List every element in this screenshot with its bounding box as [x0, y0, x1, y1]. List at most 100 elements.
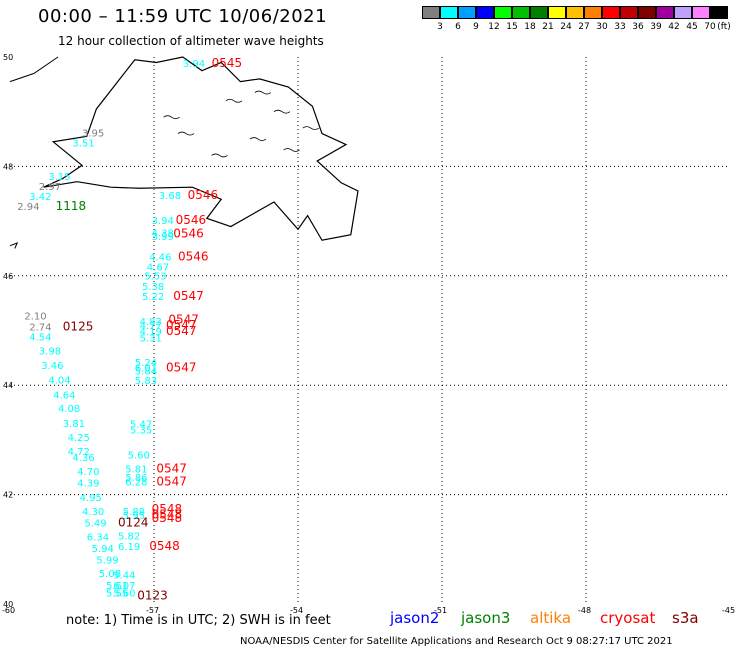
wave-height-label: 5.82 [118, 531, 140, 542]
wave-height-label: 3.81 [63, 419, 85, 430]
wave-height-label: 4.04 [48, 376, 70, 387]
legend-swatch [602, 6, 620, 19]
wave-height-label: 5.47 [130, 419, 152, 430]
wave-height-label: 5.08 [99, 569, 121, 580]
wave-height-label: 4.83 [140, 317, 162, 328]
longitude-label: -51 [434, 606, 447, 615]
legend-label: 9 [473, 22, 479, 32]
wave-height-label: 0547 [156, 462, 187, 476]
wave-height-label: 2.94 [17, 202, 39, 213]
lake [211, 153, 228, 158]
wave-height-label: 2.74 [29, 323, 51, 334]
satellite-jason3: jason3 [461, 609, 511, 627]
legend-label: 30 [596, 22, 608, 32]
satellite-jason2: jason2 [390, 609, 440, 627]
wave-height-label: 4.08 [58, 404, 80, 415]
wave-height-label: 0545 [212, 56, 243, 70]
wave-height-label: 4.72 [68, 447, 90, 458]
wave-height-label: 4.30 [82, 507, 104, 518]
legend-label: 3 [437, 22, 443, 32]
footer-credit: NOAA/NESDIS Center for Satellite Applica… [240, 636, 673, 647]
wave-height-label: 5.24 [135, 358, 157, 369]
wave-height-label: 4.39 [77, 478, 99, 489]
legend-label: 70 [704, 22, 716, 32]
wave-height-label: 0123 [137, 589, 168, 603]
wave-height-label: 3.51 [72, 139, 94, 150]
wave-height-label: 5.44 [113, 570, 135, 581]
wave-height-label: 2.97 [39, 182, 61, 193]
longitude-label: -54 [290, 606, 303, 615]
wave-height-label: 5.35 [130, 425, 152, 436]
newfoundland-coastline [43, 56, 359, 241]
wave-height-label: 2.10 [24, 312, 46, 323]
wave-height-label: 4.70 [77, 467, 99, 478]
wave-height-label: 4.67 [147, 262, 169, 273]
legend-swatch [458, 6, 476, 19]
wave-height-label: 4.36 [72, 453, 94, 464]
wave-height-label: 5.22 [142, 292, 164, 303]
legend-swatch [638, 6, 656, 19]
wave-height-label: 5.60 [113, 588, 135, 599]
wave-height-label: 5.84 [135, 366, 157, 377]
legend-swatch [548, 6, 566, 19]
wave-height-label: 5.86 [125, 473, 147, 484]
legend-swatch [530, 6, 548, 19]
legend-label: 39 [650, 22, 662, 32]
wave-height-label: 5.60 [128, 450, 150, 461]
wave-height-label: 4.46 [149, 252, 171, 263]
legend-label: 45 [686, 22, 698, 32]
wave-height-label: 1118 [56, 199, 87, 213]
latitude-label: 48 [3, 162, 13, 171]
wave-height-label: 4.19 [140, 327, 162, 338]
wave-height-label: 5.31 [140, 333, 162, 344]
longitude-label: -57 [146, 606, 159, 615]
wave-height-label: 5.88 [123, 507, 145, 518]
wave-height-label: 6.34 [87, 533, 109, 544]
wave-height-label: 0547 [166, 318, 197, 332]
legend-swatch [692, 6, 710, 19]
wave-height-label: 4.38 [152, 228, 174, 239]
wave-height-label: 5.61 [106, 581, 128, 592]
lake [273, 109, 291, 114]
wave-height-label: 5.49 [84, 518, 106, 529]
legend-swatch [476, 6, 494, 19]
latitude-label: 44 [3, 381, 13, 390]
wave-height-label: 5.38 [142, 282, 164, 293]
legend-label: 24 [560, 22, 572, 32]
map-title: 00:00 – 11:59 UTC 10/06/2021 [38, 6, 328, 27]
latitude-label: 40 [3, 600, 13, 609]
wave-height-label: 0548 [149, 539, 180, 553]
satellite-cryosat: cryosat [600, 609, 656, 627]
wave-height-label: 4.95 [80, 493, 102, 504]
lake [302, 126, 320, 131]
wave-height-label: 3.98 [39, 347, 61, 358]
wave-height-label: 3.99 [152, 232, 174, 243]
wave-height-label: 4.64 [53, 390, 75, 401]
legend-swatch [494, 6, 512, 19]
quebec-north-shore [9, 56, 59, 83]
wave-height-label: 3.15 [48, 172, 70, 183]
wave-height-label: 3.46 [41, 361, 63, 372]
latitude-label: 46 [3, 272, 13, 281]
legend-label: 42 [668, 22, 680, 32]
wave-height-label: 3.94 [152, 216, 174, 227]
lake [249, 137, 267, 141]
longitude-label: -60 [2, 606, 15, 615]
wave-height-label: 6.19 [118, 542, 140, 553]
wave-height-label: 0125 [63, 320, 94, 334]
lake [254, 90, 272, 95]
legend-swatch [566, 6, 584, 19]
lake [225, 98, 243, 103]
legend-label: 15 [506, 22, 518, 32]
wave-height-label: 5.94 [92, 544, 114, 555]
legend-swatch [512, 6, 530, 19]
wave-height-label: 3.94 [183, 59, 205, 70]
wave-height-label: 0547 [166, 324, 197, 338]
map-subtitle: 12 hour collection of altimeter wave hei… [58, 34, 324, 48]
wave-height-label: 6.28 [125, 477, 147, 488]
legend-swatch [422, 6, 440, 19]
legend-label: 6 [455, 22, 461, 32]
wave-height-label: 0546 [188, 188, 219, 202]
wave-height-label: 0124 [118, 515, 149, 529]
